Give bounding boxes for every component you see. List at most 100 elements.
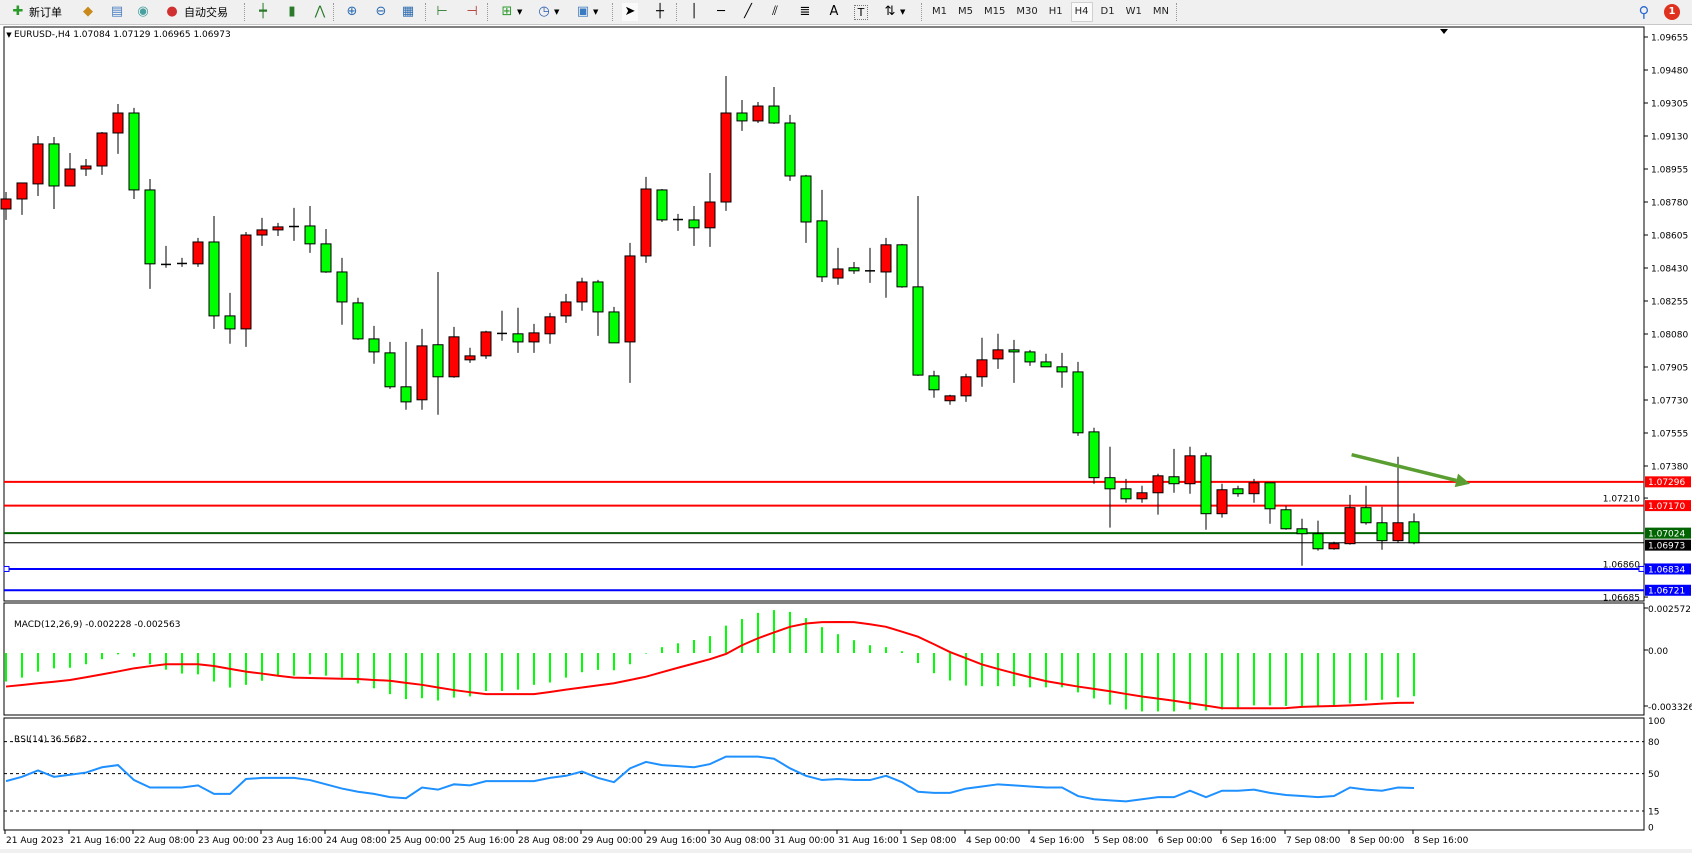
chevron-down-icon: ▼ xyxy=(900,8,906,16)
time-tick-label: 23 Aug 00:00 xyxy=(198,836,259,846)
price-tick-label: 1.08080 xyxy=(1651,330,1688,340)
chevron-down-icon: ▼ xyxy=(554,8,560,16)
timeframe-w1[interactable]: W1 xyxy=(1125,6,1142,17)
price-tick-label: 1.07730 xyxy=(1651,396,1688,406)
trend-arrow-head-icon[interactable] xyxy=(1454,473,1470,488)
candle xyxy=(112,103,124,154)
rsi-label: RSI(14) 36.5682 xyxy=(14,735,87,745)
price-tick-label: 1.08430 xyxy=(1651,264,1688,274)
rsi-axis-label: 80 xyxy=(1648,738,1660,748)
candle-body-bull xyxy=(240,234,252,330)
trend-arrow-line[interactable] xyxy=(1351,452,1457,483)
main-price-panel[interactable]: 1.09655 1.09480 1.09305 1.09130 1.08955 1.087… xyxy=(0,26,1691,604)
candle-body-bull xyxy=(880,244,892,273)
line-handle-right[interactable] xyxy=(1638,565,1645,572)
auto-trading-label: 自动交易 xyxy=(184,6,228,19)
bar-chart-button[interactable]: ┿ xyxy=(255,3,271,21)
candle xyxy=(688,205,700,246)
text-button[interactable]: A xyxy=(826,3,842,21)
auto-scroll-icon: ⊣ xyxy=(466,4,478,19)
candle-body-bull xyxy=(32,143,44,185)
candle xyxy=(816,189,828,282)
rsi-axis-label: 15 xyxy=(1648,807,1659,817)
candle-body-bull xyxy=(256,229,268,236)
auto-trading-button[interactable]: ● 自动交易 xyxy=(164,3,228,21)
navigator-button[interactable]: ▤ xyxy=(109,3,125,21)
candle xyxy=(736,99,748,131)
time-tick-label: 6 Sep 16:00 xyxy=(1222,836,1277,846)
candle-body-bear xyxy=(736,112,748,122)
templates-button[interactable]: ▣ ▼ xyxy=(575,3,599,21)
notification-button[interactable]: 1 xyxy=(1664,3,1680,21)
candle xyxy=(1392,456,1404,543)
candle-body-bull xyxy=(1248,482,1260,495)
candle-body-bear xyxy=(1088,431,1100,479)
timeframe-d1[interactable]: D1 xyxy=(1100,6,1115,17)
candle xyxy=(368,325,380,364)
candle xyxy=(16,182,28,215)
collapse-triangle-icon[interactable]: ▼ xyxy=(6,31,12,39)
horizontal-line-button[interactable]: ─ xyxy=(713,3,729,21)
candle xyxy=(1136,485,1148,503)
main-panel-border xyxy=(3,26,1645,602)
chart-shift-button[interactable]: ⊢ xyxy=(434,3,450,21)
periods-button[interactable]: ◷ ▼ xyxy=(536,3,559,21)
search-button[interactable]: ⚲ xyxy=(1636,3,1652,21)
separator xyxy=(612,3,613,21)
trendline-button[interactable]: ╱ xyxy=(740,3,756,21)
chart-shift-marker-icon[interactable] xyxy=(1440,29,1448,34)
candlestick-button[interactable]: ▮ xyxy=(284,3,300,21)
vertical-line-button[interactable]: │ xyxy=(686,3,702,21)
cursor-button[interactable]: ➤ xyxy=(622,3,638,21)
indicators-button[interactable]: ⊞ ▼ xyxy=(499,3,523,21)
candle xyxy=(1280,505,1292,530)
chart-window[interactable]: 1.09655 1.09480 1.09305 1.09130 1.08955 1.087… xyxy=(0,25,1692,853)
timeframe-m15[interactable]: M15 xyxy=(984,6,1006,17)
candle-body-bull xyxy=(16,182,28,200)
line-handle-left[interactable] xyxy=(3,565,10,572)
equidistant-channel-button[interactable]: ⫽ xyxy=(767,3,783,21)
line-chart-button[interactable]: ⋀ xyxy=(312,3,328,21)
candle xyxy=(352,297,364,340)
timeframe-mn[interactable]: MN xyxy=(1152,6,1169,17)
timeframe-m30[interactable]: M30 xyxy=(1016,6,1038,17)
new-order-button[interactable]: ✚ 新订单 xyxy=(10,3,62,21)
candle xyxy=(432,271,444,415)
candle-body-bear xyxy=(128,112,140,191)
macd-panel[interactable]: 0.002572 0.00 -0.003326 xyxy=(3,602,1692,716)
timeframe-h4[interactable]: H4 xyxy=(1070,2,1093,22)
crosshair-button[interactable]: ┼ xyxy=(652,3,668,21)
text-label-button[interactable]: T xyxy=(854,3,868,21)
candle-body-bear xyxy=(1120,488,1132,500)
price-line-label: 1.07296 xyxy=(1648,478,1685,488)
arrows-button[interactable]: ⇅ ▼ xyxy=(882,3,906,21)
time-tick-label: 29 Aug 16:00 xyxy=(646,836,707,846)
timeframe-h1[interactable]: H1 xyxy=(1048,6,1063,17)
price-tick-label: 1.08255 xyxy=(1651,297,1688,307)
rsi-panel[interactable]: 100 80 50 15 0 xyxy=(3,717,1665,834)
candle-body-bear xyxy=(1376,522,1388,542)
time-axis: 21 Aug 2023 21 Aug 16:00 22 Aug 08:00 23 Au… xyxy=(0,830,1692,853)
candle xyxy=(1024,349,1036,366)
signals-button[interactable]: ◉ xyxy=(135,3,151,21)
candle xyxy=(1376,506,1388,550)
price-tick-label: 1.09130 xyxy=(1651,132,1688,142)
candle xyxy=(464,347,476,363)
fibonacci-icon: ≣ xyxy=(799,4,811,19)
fibonacci-button[interactable]: ≣ xyxy=(797,3,813,21)
auto-scroll-button[interactable]: ⊣ xyxy=(464,3,480,21)
price-line-label: 1.07170 xyxy=(1648,502,1685,512)
tile-windows-button[interactable]: ▦ xyxy=(400,3,416,21)
timeframe-m1[interactable]: M1 xyxy=(932,6,947,17)
market-watch-button[interactable]: ◆ xyxy=(80,3,96,21)
zoom-in-button[interactable]: ⊕ xyxy=(344,3,360,21)
candle-body-bear xyxy=(1264,482,1276,510)
periods-icon: ◷ xyxy=(538,4,550,19)
candle-body-bull xyxy=(1136,492,1148,500)
equidistant-channel-icon: ⫽ xyxy=(772,4,778,19)
candle-body-bull xyxy=(272,226,284,231)
chart-shift-icon: ⊢ xyxy=(436,4,448,19)
price-line-label-bg xyxy=(1645,476,1691,488)
timeframe-m5[interactable]: M5 xyxy=(958,6,973,17)
zoom-out-button[interactable]: ⊖ xyxy=(373,3,389,21)
